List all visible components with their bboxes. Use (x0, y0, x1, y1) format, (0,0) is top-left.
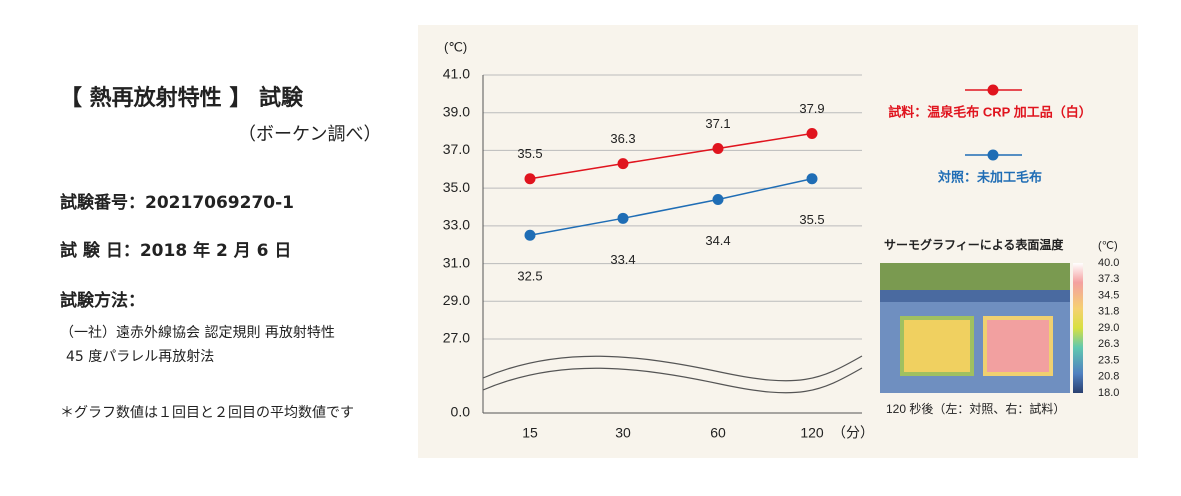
point (617, 158, 629, 170)
colorbar-label: 40.0 (1098, 257, 1119, 269)
series-line (529, 177, 813, 237)
data-label: 37.9 (799, 101, 824, 116)
point (712, 143, 724, 155)
thermal-unit: (℃) (1098, 240, 1118, 252)
data-label: 36.3 (610, 131, 635, 146)
colorbar-label: 20.8 (1098, 371, 1119, 383)
point (712, 193, 724, 205)
test-number: 試験番号：20217069270-1 (60, 193, 294, 213)
colorbar-label: 34.5 (1098, 289, 1119, 301)
data-label: 32.5 (517, 269, 542, 284)
point (617, 212, 629, 224)
y-tick-label: 39.0 (443, 103, 470, 119)
x-tick-label: 120 (800, 425, 824, 441)
method-heading: 試験方法： (60, 291, 145, 311)
colorbar-label: 26.3 (1098, 338, 1119, 350)
colorbar-label: 23.5 (1098, 354, 1119, 366)
test-date: 試 験 日：2018 年 2 月 6 日 (60, 241, 292, 261)
y-tick-label: 37.0 (443, 141, 470, 157)
x-tick-label: 15 (522, 425, 538, 441)
data-label: 33.4 (610, 252, 635, 267)
y-tick-label: 35.0 (443, 179, 470, 195)
axis-break (482, 355, 863, 394)
method-line: 45 度パラレル再放射法 (66, 349, 215, 365)
point (524, 229, 536, 241)
colorbar (1073, 263, 1083, 393)
thermal-title: サーモグラフィーによる表面温度 (884, 237, 1064, 252)
y-tick-label: 33.0 (443, 217, 470, 233)
colorbar-label: 29.0 (1098, 322, 1119, 334)
y-tick-label: 0.0 (451, 404, 471, 420)
thermal-caption: 120 秒後（左：対照、右：試料） (886, 401, 1065, 416)
y-tick-label: 27.0 (443, 330, 470, 346)
data-label: 35.5 (517, 146, 542, 161)
colorbar-label: 18.0 (1098, 387, 1119, 399)
colorbar-label: 31.8 (1098, 306, 1119, 318)
data-label: 34.4 (705, 233, 730, 248)
y-tick-label: 31.0 (443, 254, 470, 270)
source: （ボーケン調べ） (238, 124, 382, 145)
thermal-image (880, 263, 1070, 393)
legend-label: 試料：温泉毛布 CRP 加工品（白） (888, 104, 1091, 119)
legend-marker (987, 84, 999, 96)
data-label: 37.1 (705, 116, 730, 131)
x-tick-label: 60 (710, 425, 726, 441)
data-label: 35.5 (799, 212, 824, 227)
point (524, 173, 536, 185)
y-unit: (℃) (444, 39, 467, 54)
point (806, 127, 818, 139)
x-tick-label: 30 (615, 425, 631, 441)
series-line (529, 132, 813, 180)
note: ＊グラフ数値は１回目と２回目の平均数値です (60, 405, 354, 421)
point (806, 173, 818, 185)
colorbar-label: 37.3 (1098, 273, 1119, 285)
y-tick-label: 41.0 (443, 66, 470, 82)
x-unit: （分） (832, 425, 874, 441)
legend-marker (987, 149, 999, 161)
legend-label: 対照：未加工毛布 (937, 169, 1042, 184)
method-line: （一社）遠赤外線協会 認定規則 再放射特性 (60, 325, 335, 341)
y-tick-label: 29.0 (443, 292, 470, 308)
title: 【 熱再放射特性 】 試験 (60, 86, 303, 111)
